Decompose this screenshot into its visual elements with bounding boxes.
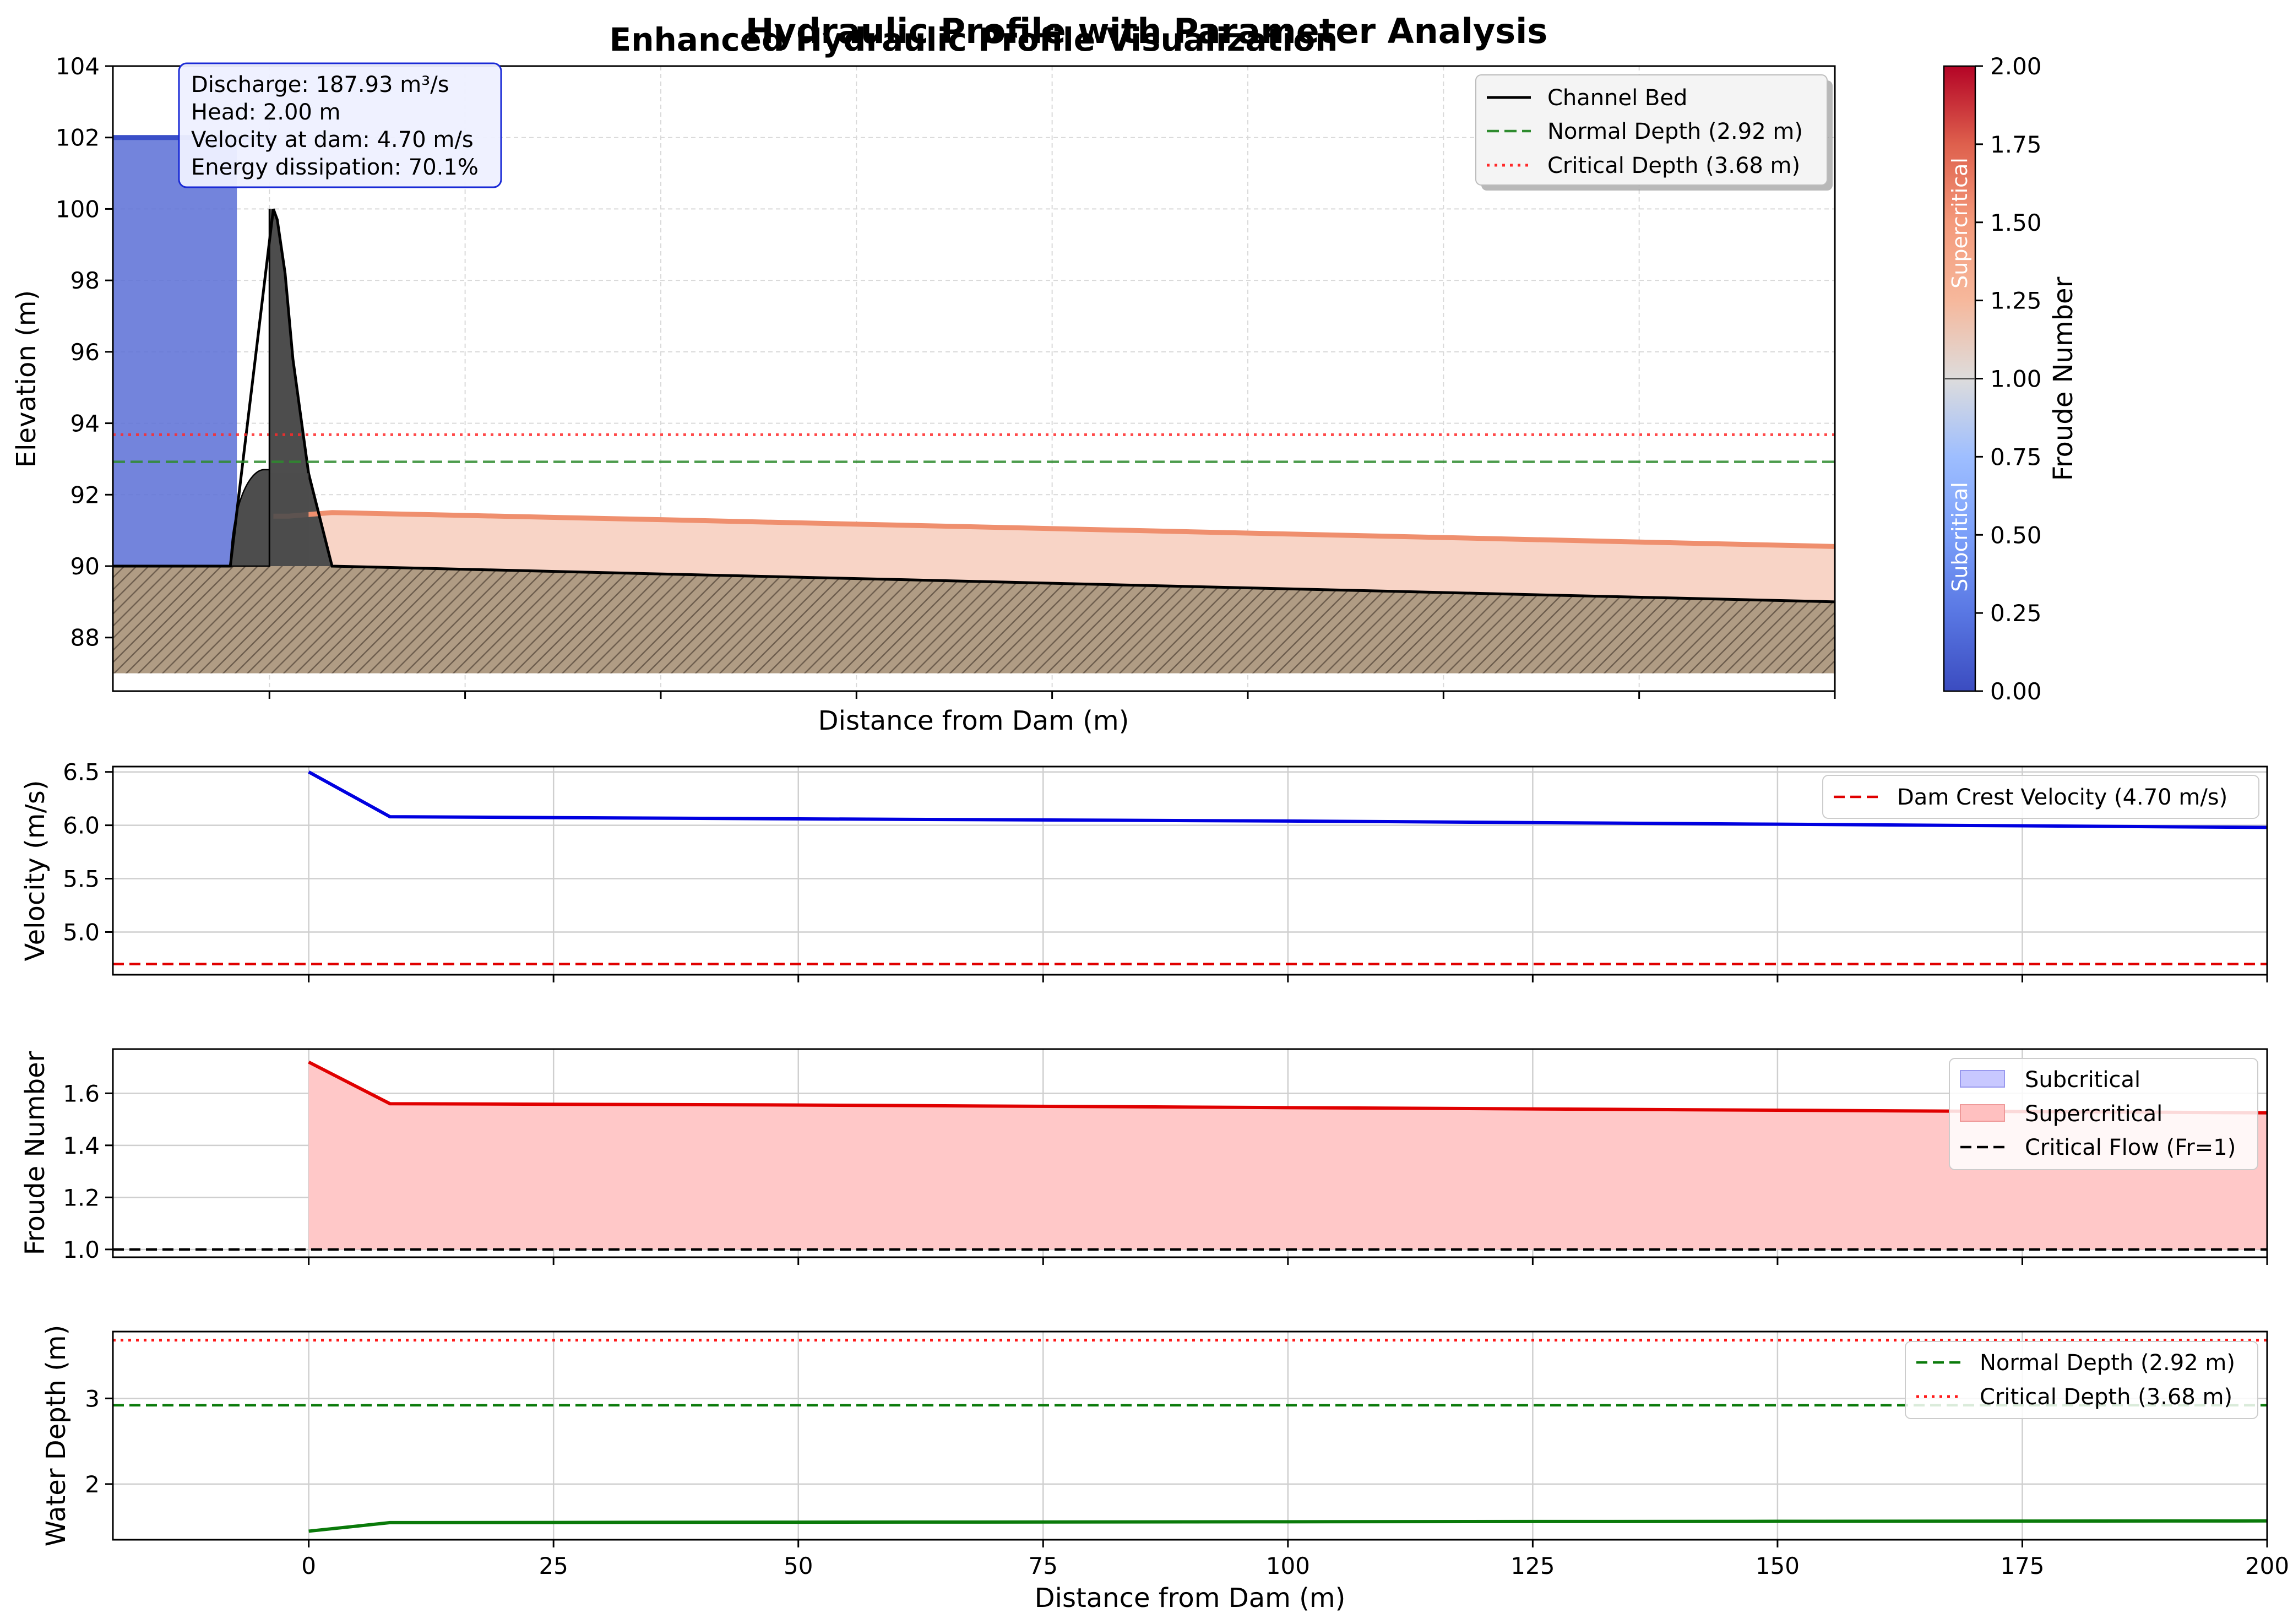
legend-critical-flow: Critical Flow (Fr=1) <box>2025 1135 2236 1160</box>
legend-critical-depth: Critical Depth (3.68 m) <box>1547 153 1800 178</box>
channel-bed-line <box>113 208 1835 604</box>
info-energy: Energy dissipation: 70.1% <box>191 155 479 180</box>
legend-depth-critical: Critical Depth (3.68 m) <box>1980 1384 2232 1410</box>
y-tick-label: 1.6 <box>63 1080 100 1107</box>
y-tick-label: 3 <box>85 1385 100 1412</box>
y-tick-label: 92 <box>70 481 100 508</box>
x-tick-label: 175 <box>2000 1552 2044 1579</box>
froude-axes-frame <box>112 1048 2268 1258</box>
colorbar-tick-label: 0.25 <box>1990 600 2042 627</box>
x-tick-label: 125 <box>1510 1552 1555 1579</box>
y-tick-label: 104 <box>56 53 100 80</box>
water-depth-panel: 23 0 25 50 75 100 125 150 175 200 Distance from … <box>41 1325 2289 1614</box>
elevation-profile-panel: 88 90 92 94 96 98 100 102 104 Distance from Dam … <box>11 53 2079 736</box>
x-tick-label: 75 <box>1029 1552 1058 1579</box>
velocity-axes-frame <box>112 765 2268 976</box>
froude-y-label: Froude Number <box>20 1051 51 1255</box>
legend-supercritical: Supercritical <box>2025 1101 2162 1127</box>
y-tick-label: 5.0 <box>63 919 100 946</box>
colorbar-subcritical-label: Subcritical <box>1948 482 1972 592</box>
depth-x-label: Distance from Dam (m) <box>1035 1583 1346 1614</box>
y-tick-label: 102 <box>56 124 100 151</box>
profile-panel-title: Enhanced Hydraulic Profile Visualization <box>610 21 1338 58</box>
y-tick-label: 6.5 <box>63 759 100 786</box>
x-tick-label: 0 <box>301 1552 316 1579</box>
legend-subcritical: Subcritical <box>2025 1067 2140 1093</box>
dam-block <box>269 473 309 566</box>
y-tick-label: 88 <box>70 624 100 651</box>
info-head: Head: 2.00 m <box>191 100 341 125</box>
profile-y-ticks: 88 90 92 94 96 98 100 102 104 <box>56 53 113 651</box>
legend-channel-bed: Channel Bed <box>1547 85 1687 111</box>
froude-panel: 1.0 1.2 1.4 1.6 Froude Number Subcritical S… <box>20 1048 2268 1265</box>
profile-x-ticks <box>268 691 1836 699</box>
y-tick-label: 90 <box>70 553 100 580</box>
x-tick-label: 200 <box>2245 1552 2289 1579</box>
velocity-y-label: Velocity (m/s) <box>20 780 51 962</box>
colorbar-tick-label: 0.75 <box>1990 443 2042 470</box>
y-tick-label: 96 <box>70 339 100 366</box>
x-tick-label: 50 <box>784 1552 813 1579</box>
x-tick-label: 25 <box>539 1552 568 1579</box>
velocity-series-line <box>308 770 2268 829</box>
colorbar-tick-label: 1.75 <box>1990 131 2042 158</box>
legend-normal-depth: Normal Depth (2.92 m) <box>1547 119 1803 144</box>
y-tick-label: 6.0 <box>63 812 100 839</box>
velocity-x-ticks <box>308 975 2268 982</box>
info-box: Discharge: 187.93 m³/s Head: 2.00 m Velo… <box>178 62 502 188</box>
y-tick-label: 1.2 <box>63 1184 100 1211</box>
y-tick-label: 100 <box>56 195 100 222</box>
colorbar-ticks: 0.00 0.25 0.50 0.75 1.00 1.25 1.50 1.75 2.00 <box>1975 53 2042 705</box>
velocity-y-ticks: 5.0 5.5 6.0 6.5 <box>63 759 113 946</box>
velocity-panel: 5.0 5.5 6.0 6.5 Velocity (m/s) Dam Crest Ve… <box>20 759 2268 982</box>
depth-x-ticks: 0 25 50 75 100 125 150 175 200 <box>301 1540 2289 1579</box>
profile-x-label: Distance from Dam (m) <box>818 705 1129 736</box>
y-tick-label: 1.0 <box>63 1236 100 1263</box>
y-tick-label: 98 <box>70 267 100 294</box>
profile-legend: Channel Bed Normal Depth (2.92 m) Critic… <box>1475 74 1833 191</box>
colorbar-tick-label: 1.50 <box>1990 209 2042 236</box>
y-tick-label: 5.5 <box>63 866 100 893</box>
depth-series-line <box>308 1519 2268 1533</box>
colorbar-label: Froude Number <box>2048 276 2079 481</box>
y-tick-label: 94 <box>70 410 100 437</box>
x-tick-label: 100 <box>1266 1552 1310 1579</box>
froude-y-ticks: 1.0 1.2 1.4 1.6 <box>63 1080 113 1263</box>
colorbar-tick-label: 1.00 <box>1990 366 2042 393</box>
depth-legend: Normal Depth (2.92 m) Critical Depth (3.… <box>1905 1341 2258 1419</box>
colorbar-tick-label: 2.00 <box>1990 53 2042 80</box>
depth-y-ticks: 23 <box>85 1385 113 1498</box>
colorbar-supercritical-label: Supercritical <box>1948 157 1972 289</box>
depth-y-label: Water Depth (m) <box>41 1325 72 1547</box>
downstream-water-fill <box>273 512 1835 602</box>
velocity-grid <box>113 767 2268 975</box>
reservoir-water <box>113 137 237 566</box>
x-tick-label: 150 <box>1756 1552 1800 1579</box>
depth-axes-frame <box>112 1330 2268 1541</box>
y-tick-label: 2 <box>85 1471 100 1498</box>
figure-title: Hydraulic Profile with Parameter Analysi… <box>746 11 1548 51</box>
colorbar-tick-label: 1.25 <box>1990 287 2042 314</box>
info-discharge: Discharge: 187.93 m³/s <box>191 72 449 97</box>
froude-x-ticks <box>308 1257 2268 1265</box>
legend-dam-crest-velocity: Dam Crest Velocity (4.70 m/s) <box>1897 785 2227 810</box>
legend-depth-normal: Normal Depth (2.92 m) <box>1980 1350 2235 1376</box>
froude-legend: Subcritical Supercritical Critical Flow … <box>1949 1058 2258 1170</box>
profile-axes-frame <box>112 65 1836 692</box>
profile-y-label: Elevation (m) <box>11 290 42 468</box>
velocity-legend: Dam Crest Velocity (4.70 m/s) <box>1822 775 2259 819</box>
colorbar-tick-label: 0.00 <box>1990 678 2042 705</box>
froude-series-line <box>308 1060 2268 1115</box>
froude-colorbar: 0.00 0.25 0.50 0.75 1.00 1.25 1.50 1.75 2.00 Fro… <box>1943 53 2079 705</box>
y-tick-label: 1.4 <box>63 1132 100 1159</box>
info-velocity: Velocity at dam: 4.70 m/s <box>191 127 474 153</box>
colorbar-tick-label: 0.50 <box>1990 522 2042 548</box>
supercritical-fill <box>308 1062 2268 1250</box>
